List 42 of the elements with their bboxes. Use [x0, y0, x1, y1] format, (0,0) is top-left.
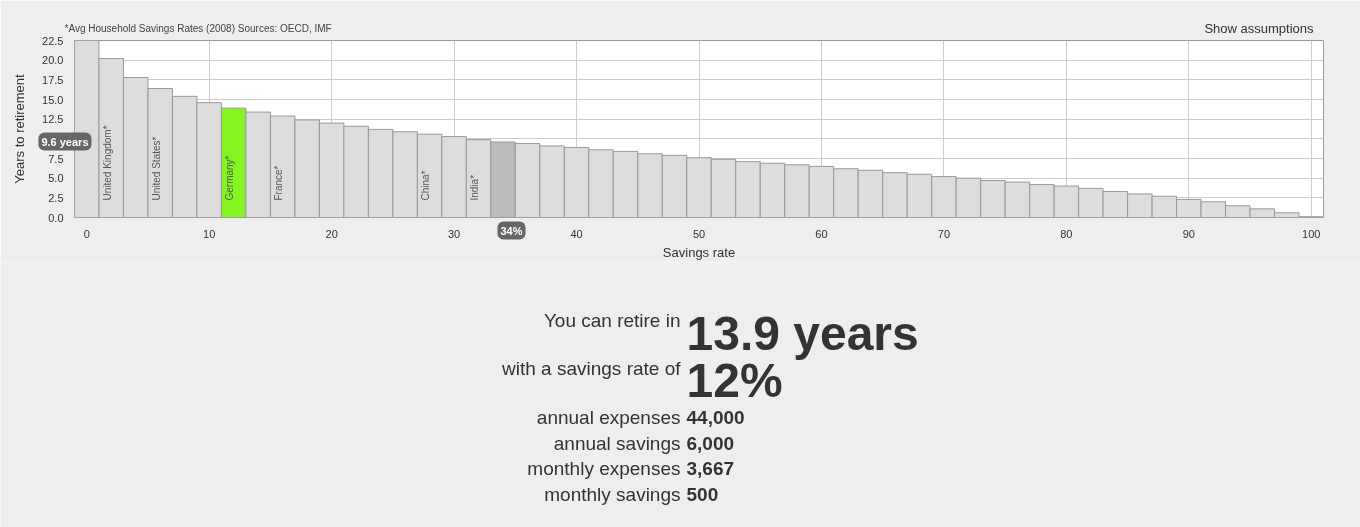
data-label: France* — [273, 165, 285, 201]
y-tick-label: 15.0 — [42, 93, 64, 106]
y-tick-label: 0.0 — [48, 211, 64, 224]
text: with a savings rate of — [501, 358, 682, 379]
data-label: United Kingdom* — [101, 125, 113, 201]
x-tick-label: 80 — [1060, 227, 1073, 240]
x-tick-label: 10 — [203, 227, 216, 240]
x-tick-label: 30 — [447, 227, 461, 240]
text: 3,667 — [686, 458, 735, 479]
y-tick-label: 5.0 — [48, 172, 64, 185]
text: 34% — [500, 224, 523, 237]
y-tick-label: 20.0 — [42, 54, 64, 67]
y-axis-title: Years to retirement — [12, 73, 28, 184]
x-tick-label: 40 — [570, 227, 583, 240]
text: 500 — [686, 483, 719, 505]
text: annual savings — [553, 432, 681, 454]
x-tick-label: 20 — [325, 227, 338, 240]
annotation: 9.6 years — [41, 135, 89, 148]
y-tick-label: 2.5 — [48, 191, 64, 204]
y-tick-label: 22.5 — [42, 34, 64, 47]
x-tick-label: 0 — [83, 227, 90, 240]
text: monthly expenses — [527, 458, 681, 479]
x-tick-label: 60 — [815, 227, 828, 240]
text: 6,000 — [686, 432, 735, 454]
text: 44,000 — [686, 407, 745, 428]
x-tick-label: 50 — [692, 227, 706, 240]
text: annual expenses — [536, 407, 681, 428]
x-axis-title: Savings rate — [662, 244, 736, 260]
data-label: Germany* — [224, 155, 236, 201]
text: You can retire in — [543, 310, 681, 331]
x-tick-label: 100 — [1302, 227, 1321, 240]
data-label: India* — [469, 174, 481, 201]
text: Show assumptions — [1204, 21, 1314, 36]
y-tick-label: 12.5 — [42, 113, 64, 126]
y-tick-label: 17.5 — [42, 73, 64, 86]
x-tick-label: 90 — [1182, 227, 1195, 240]
y-tick-label: 7.5 — [48, 152, 64, 165]
text: *Avg Household Savings Rates (2008) Sources: OECD, IMF — [64, 23, 332, 34]
data-label: United States* — [150, 136, 162, 201]
data-label: China* — [420, 170, 432, 201]
text: monthly savings — [544, 483, 681, 505]
x-tick-label: 70 — [937, 227, 951, 240]
